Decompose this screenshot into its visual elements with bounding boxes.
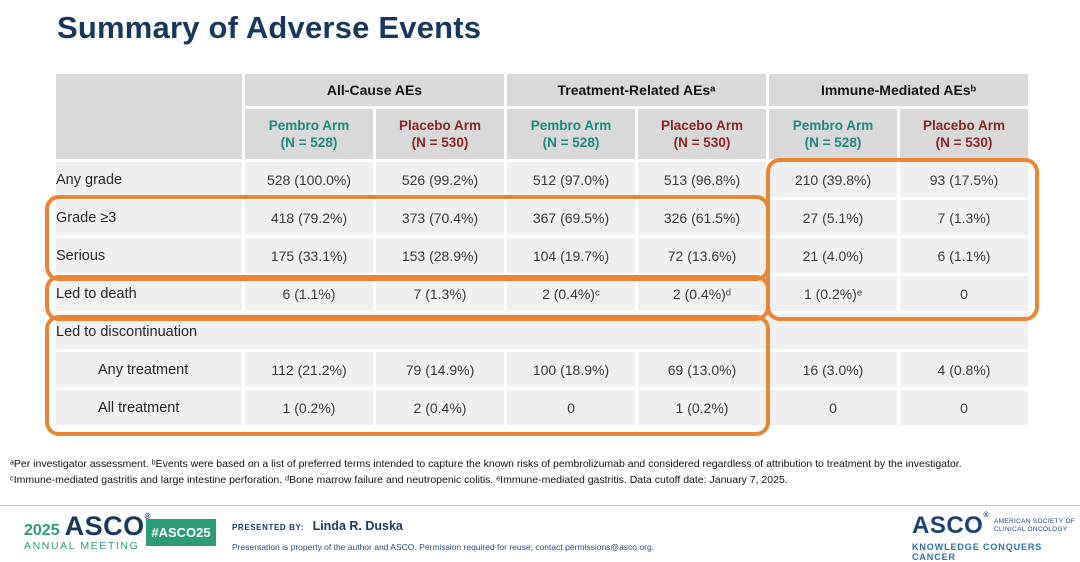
table-row: Any grade 528 (100.0%) 526 (99.2%) 512 (97.… [56,162,1028,197]
cell-value: 79 (14.9%) [376,352,504,387]
cell-value: 4 (0.8%) [900,352,1028,387]
aes-table-body: Any grade 528 (100.0%) 526 (99.2%) 512 (97.… [56,162,1028,425]
col-group-treatment-related: Treatment-Related AEsᵃ [507,74,766,106]
footnote-line-1: ᵃPer investigator assessment. ᵇEvents we… [10,458,962,470]
arm-n: (N = 530) [935,135,993,150]
row-label: Serious [56,238,242,273]
asco-tagline: KNOWLEDGE CONQUERS CANCER [912,542,1043,562]
cell-value: 367 (69.5%) [507,200,635,235]
col-group-immune-mediated: Immune-Mediated AEsᵇ [769,74,1028,106]
arm-name: Placebo Arm [398,118,482,133]
society-name-line1: AMERICAN SOCIETY OF [994,518,1076,525]
cell-value: 6 (1.1%) [245,276,373,311]
cell-value: 2 (0.4%) [376,390,504,425]
cell-value: 104 (19.7%) [507,238,635,273]
hashtag-badge: #ASCO25 [146,519,216,546]
col-header-immunemediated-placebo: Placebo Arm (N = 530) [900,109,1028,159]
row-label: Led to discontinuation [56,314,1028,349]
arm-n: (N = 528) [280,135,338,150]
col-header-treatmentrelated-placebo: Placebo Arm (N = 530) [638,109,766,159]
col-group-all-cause: All-Cause AEs [245,74,504,106]
cell-value: 1 (0.2%)ᵉ [769,276,897,311]
row-label: Grade ≥3 [56,200,242,235]
col-header-immunemediated-pembro: Pembro Arm (N = 528) [769,109,897,159]
row-label: All treatment [56,390,242,425]
registered-mark: ® [983,512,990,519]
row-label: Any treatment [56,352,242,387]
cell-value: 526 (99.2%) [376,162,504,197]
asco-society-logo: ASCO® AMERICAN SOCIETY OF CLINICAL ONCOL… [912,512,1080,562]
cell-value: 6 (1.1%) [900,238,1028,273]
cell-value: 7 (1.3%) [900,200,1028,235]
cell-value: 513 (96.8%) [638,162,766,197]
cell-value: 112 (21.2%) [245,352,373,387]
cell-value: 0 [769,390,897,425]
arm-name: Pembro Arm [268,118,350,133]
cell-value: 0 [900,276,1028,311]
cell-value: 512 (97.0%) [507,162,635,197]
cell-value: 1 (0.2%) [245,390,373,425]
arm-n: (N = 530) [411,135,469,150]
table-row: Grade ≥3 418 (79.2%) 373 (70.4%) 367 (69.5%… [56,200,1028,235]
footer-divider [0,505,1080,506]
arm-name: Placebo Arm [660,118,744,133]
cell-value: 2 (0.4%)ᵈ [638,276,766,311]
presenter-block: PRESENTED BY: Linda R. Duska Presentatio… [232,517,654,552]
society-name-line2: CLINICAL ONCOLOGY [994,526,1068,533]
cell-value: 418 (79.2%) [245,200,373,235]
cell-value: 100 (18.9%) [507,352,635,387]
table-row: Any treatment 112 (21.2%) 79 (14.9%) 100 (1… [56,352,1028,387]
row-label: Led to death [56,276,242,311]
cell-value: 93 (17.5%) [900,162,1028,197]
cell-value: 1 (0.2%) [638,390,766,425]
row-label: Any grade [56,162,242,197]
cell-value: 175 (33.1%) [245,238,373,273]
cell-value: 210 (39.8%) [769,162,897,197]
cell-value: 72 (13.6%) [638,238,766,273]
registered-mark: ® [144,512,152,521]
col-header-allcause-placebo: Placebo Arm (N = 530) [376,109,504,159]
col-header-treatmentrelated-pembro: Pembro Arm (N = 528) [507,109,635,159]
table-row: Led to death 6 (1.1%) 7 (1.3%) 2 (0.4%)ᶜ 2 (… [56,276,1028,311]
cell-value: 326 (61.5%) [638,200,766,235]
presenter-name: Linda R. Duska [312,519,403,533]
arm-n: (N = 530) [673,135,731,150]
table-row: All treatment 1 (0.2%) 2 (0.4%) 0 1 (0.2%) 0 0 [56,390,1028,425]
cell-value: 0 [900,390,1028,425]
cell-value: 373 (70.4%) [376,200,504,235]
adverse-events-table: All-Cause AEs Treatment-Related AEsᵃ Imm… [53,71,1031,428]
footnote-line-2: ᶜImmune-mediated gastritis and large int… [10,474,788,486]
meeting-year: 2025 [24,522,60,539]
arm-n: (N = 528) [804,135,862,150]
cell-value: 528 (100.0%) [245,162,373,197]
col-header-allcause-pembro: Pembro Arm (N = 528) [245,109,373,159]
arm-name: Pembro Arm [792,118,874,133]
group-header-row: All-Cause AEs Treatment-Related AEsᵃ Imm… [56,74,1028,159]
cell-value: 16 (3.0%) [769,352,897,387]
permission-disclaimer: Presentation is property of the author a… [232,542,655,552]
footnotes: ᵃPer investigator assessment. ᵇEvents we… [10,456,1074,488]
asco-wordmark: ASCO® [912,512,990,539]
annual-meeting-label: ANNUAL MEETING [24,540,140,552]
cell-value: 2 (0.4%)ᶜ [507,276,635,311]
asco-annual-meeting-logo: 2025 ASCO® ANNUAL MEETING [24,513,151,552]
cell-value: 21 (4.0%) [769,238,897,273]
page-title: Summary of Adverse Events [57,10,482,45]
cell-value: 0 [507,390,635,425]
arm-n: (N = 528) [542,135,600,150]
presented-by-label: PRESENTED BY: [232,523,305,532]
cell-value: 27 (5.1%) [769,200,897,235]
table-row: Serious 175 (33.1%) 153 (28.9%) 104 (19.7%)… [56,238,1028,273]
arm-name: Placebo Arm [922,118,1006,133]
cell-value: 69 (13.0%) [638,352,766,387]
asco-wordmark: ASCO® [64,511,152,541]
cell-value: 153 (28.9%) [376,238,504,273]
arm-name: Pembro Arm [530,118,612,133]
arm-header-row: Pembro Arm (N = 528) Placebo Arm (N = 53… [56,109,1028,159]
table-row: Led to discontinuation [56,314,1028,349]
cell-value: 7 (1.3%) [376,276,504,311]
table-corner-cell [56,74,242,159]
